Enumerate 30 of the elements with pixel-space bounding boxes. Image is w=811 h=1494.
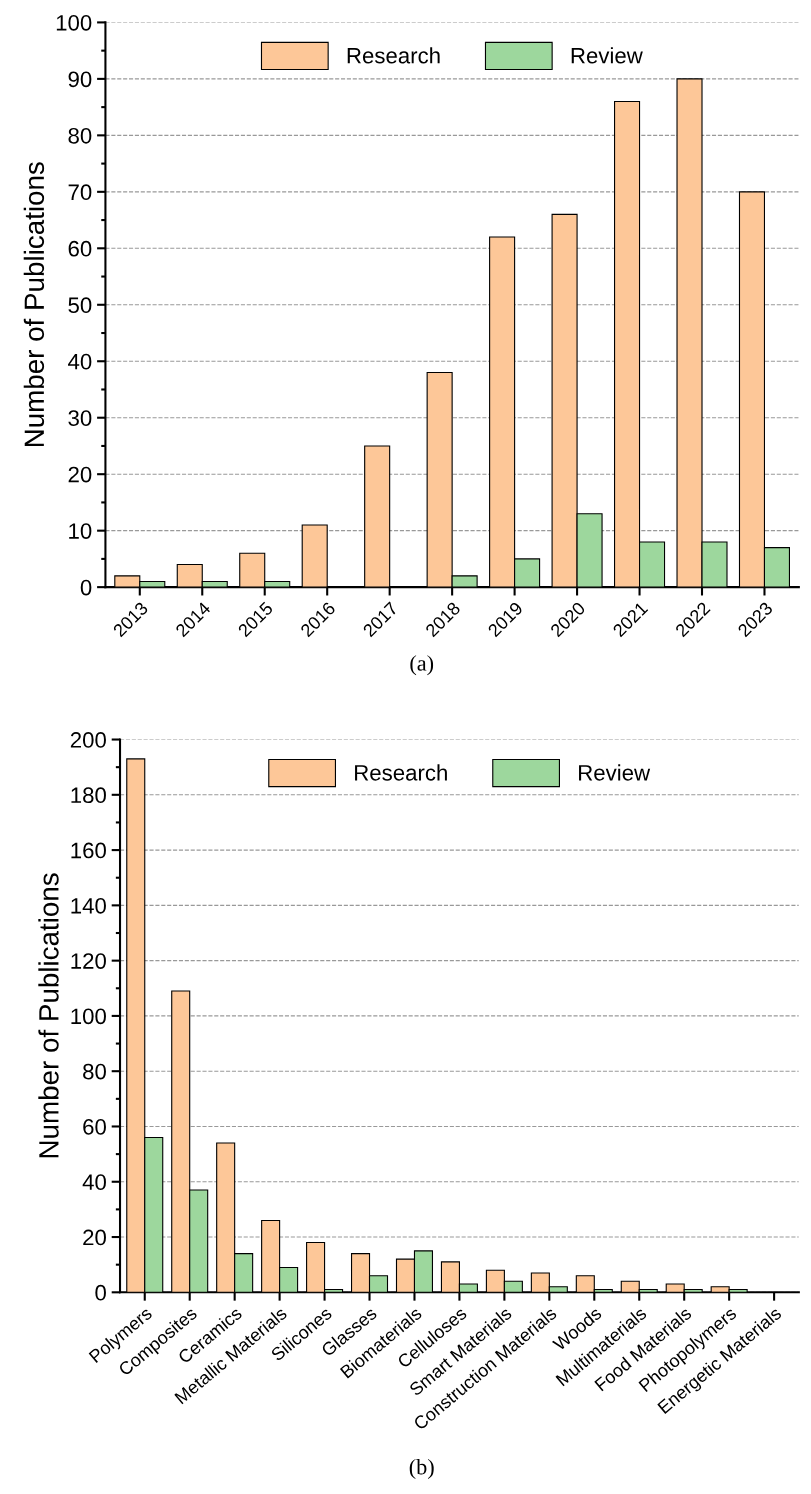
y-tick-label: 120 bbox=[71, 953, 106, 969]
y-tick-label: 80 bbox=[68, 127, 92, 144]
y-tick-label: 20 bbox=[68, 466, 92, 483]
text: (b) bbox=[409, 1458, 434, 1480]
y-tick-label: 180 bbox=[71, 787, 106, 804]
y-tick-label: 0 bbox=[80, 579, 92, 596]
y-tick-label: 30 bbox=[68, 410, 92, 426]
legend-label: Review bbox=[579, 764, 651, 781]
y-axis-title: Number of Publications bbox=[38, 873, 59, 1158]
y-tick-label: 200 bbox=[70, 732, 106, 748]
y-tick-label: 10 bbox=[69, 523, 92, 539]
legend-label: Review bbox=[571, 47, 643, 64]
y-tick-label: 70 bbox=[68, 184, 92, 201]
y-tick-label: 60 bbox=[83, 1119, 106, 1135]
y-tick-label: 40 bbox=[68, 353, 92, 370]
y-tick-label: 90 bbox=[68, 71, 92, 88]
legend-label: Research bbox=[355, 764, 447, 781]
y-tick-label: 50 bbox=[68, 297, 92, 314]
text: (a) bbox=[410, 655, 434, 676]
y-tick-label: 100 bbox=[71, 1008, 106, 1025]
y-tick-label: 0 bbox=[95, 1284, 106, 1301]
y-tick-label: 160 bbox=[71, 842, 106, 859]
y-tick-label: 140 bbox=[71, 897, 106, 914]
legend-label: Research bbox=[347, 47, 440, 64]
y-axis-title: Number of Publications bbox=[23, 162, 45, 447]
y-tick-label: 40 bbox=[82, 1174, 106, 1191]
y-tick-label: 80 bbox=[83, 1063, 106, 1080]
y-tick-label: 100 bbox=[56, 14, 92, 31]
y-tick-label: 60 bbox=[68, 240, 92, 257]
y-tick-label: 20 bbox=[83, 1229, 106, 1246]
